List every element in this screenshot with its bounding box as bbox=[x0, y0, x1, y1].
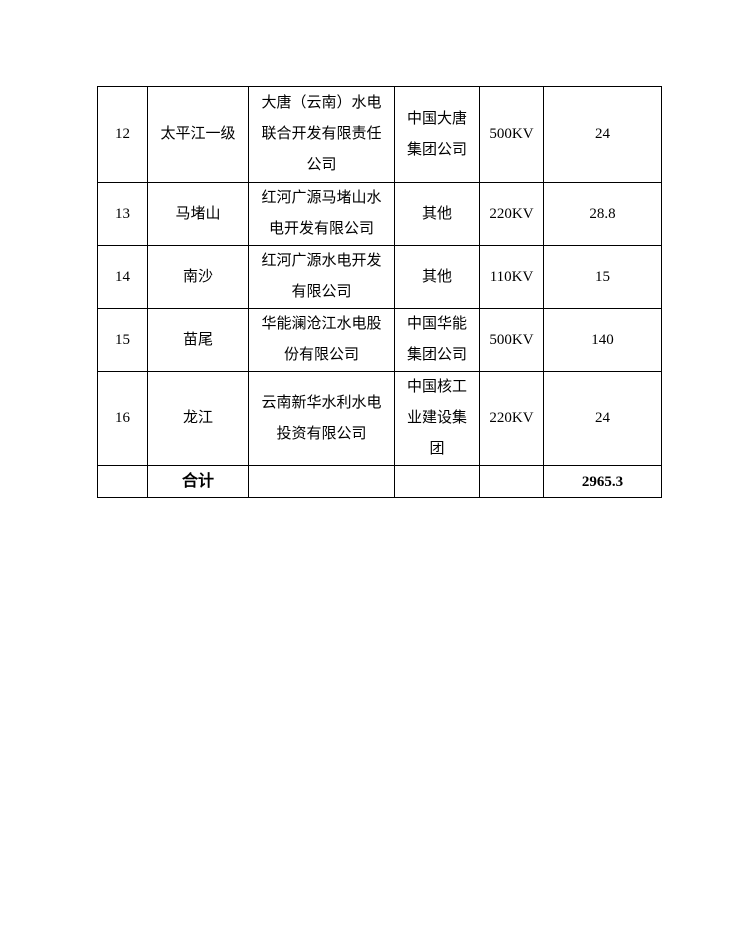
total-label: 合计 bbox=[147, 465, 249, 498]
table-row: 12 太平江一级 大唐（云南）水电 联合开发有限责任 公司 中国大唐 集团公司 … bbox=[97, 86, 662, 183]
cell-company: 红河广源水电开发 有限公司 bbox=[248, 245, 395, 309]
cell-station-name: 太平江一级 bbox=[147, 86, 249, 183]
cell-company: 大唐（云南）水电 联合开发有限责任 公司 bbox=[248, 86, 395, 183]
table-row: 16 龙江 云南新华水利水电 投资有限公司 中国核工 业建设集 团 220KV … bbox=[97, 371, 662, 466]
cell-capacity: 28.8 bbox=[543, 182, 662, 246]
cell-voltage: 220KV bbox=[479, 371, 544, 466]
cell-group: 中国核工 业建设集 团 bbox=[394, 371, 480, 466]
table-row: 14 南沙 红河广源水电开发 有限公司 其他 110KV 15 bbox=[97, 245, 662, 309]
cell-company: 华能澜沧江水电股 份有限公司 bbox=[248, 308, 395, 372]
cell-row-number: 16 bbox=[97, 371, 148, 466]
total-value: 2965.3 bbox=[543, 465, 662, 498]
cell-group: 中国大唐 集团公司 bbox=[394, 86, 480, 183]
table-total-row: 合计 2965.3 bbox=[97, 465, 662, 498]
cell-group: 其他 bbox=[394, 245, 480, 309]
cell-row-number: 13 bbox=[97, 182, 148, 246]
cell-row-number: 14 bbox=[97, 245, 148, 309]
cell-station-name: 龙江 bbox=[147, 371, 249, 466]
cell-voltage: 500KV bbox=[479, 308, 544, 372]
cell-voltage: 500KV bbox=[479, 86, 544, 183]
cell-empty bbox=[97, 465, 148, 498]
cell-station-name: 马堵山 bbox=[147, 182, 249, 246]
hydropower-stations-table: 12 太平江一级 大唐（云南）水电 联合开发有限责任 公司 中国大唐 集团公司 … bbox=[97, 86, 662, 498]
cell-station-name: 南沙 bbox=[147, 245, 249, 309]
cell-group: 其他 bbox=[394, 182, 480, 246]
cell-empty bbox=[248, 465, 395, 498]
cell-voltage: 110KV bbox=[479, 245, 544, 309]
cell-empty bbox=[394, 465, 480, 498]
table-row: 15 苗尾 华能澜沧江水电股 份有限公司 中国华能 集团公司 500KV 140 bbox=[97, 308, 662, 372]
cell-company: 红河广源马堵山水 电开发有限公司 bbox=[248, 182, 395, 246]
cell-group: 中国华能 集团公司 bbox=[394, 308, 480, 372]
cell-company: 云南新华水利水电 投资有限公司 bbox=[248, 371, 395, 466]
cell-capacity: 15 bbox=[543, 245, 662, 309]
cell-station-name: 苗尾 bbox=[147, 308, 249, 372]
cell-row-number: 12 bbox=[97, 86, 148, 183]
table-row: 13 马堵山 红河广源马堵山水 电开发有限公司 其他 220KV 28.8 bbox=[97, 182, 662, 246]
cell-capacity: 24 bbox=[543, 371, 662, 466]
cell-empty bbox=[479, 465, 544, 498]
cell-capacity: 140 bbox=[543, 308, 662, 372]
cell-voltage: 220KV bbox=[479, 182, 544, 246]
cell-row-number: 15 bbox=[97, 308, 148, 372]
cell-capacity: 24 bbox=[543, 86, 662, 183]
